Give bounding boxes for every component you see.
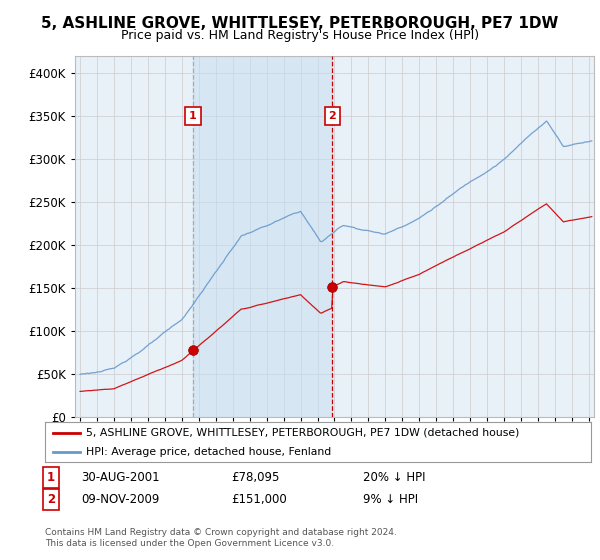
Text: Contains HM Land Registry data © Crown copyright and database right 2024.
This d: Contains HM Land Registry data © Crown c… [45,528,397,548]
Text: 1: 1 [47,471,55,484]
Text: HPI: Average price, detached house, Fenland: HPI: Average price, detached house, Fenl… [86,447,331,457]
Text: £78,095: £78,095 [231,471,280,484]
Text: 20% ↓ HPI: 20% ↓ HPI [363,471,425,484]
Text: 2: 2 [47,493,55,506]
Bar [193,56,332,417]
Text: 5, ASHLINE GROVE, WHITTLESEY, PETERBOROUGH, PE7 1DW (detached house): 5, ASHLINE GROVE, WHITTLESEY, PETERBOROU… [86,428,520,437]
Text: 1: 1 [189,111,197,121]
Text: 09-NOV-2009: 09-NOV-2009 [81,493,160,506]
Text: 2: 2 [328,111,336,121]
Text: 9% ↓ HPI: 9% ↓ HPI [363,493,418,506]
Text: 5, ASHLINE GROVE, WHITTLESEY, PETERBOROUGH, PE7 1DW: 5, ASHLINE GROVE, WHITTLESEY, PETERBOROU… [41,16,559,31]
Text: Price paid vs. HM Land Registry's House Price Index (HPI): Price paid vs. HM Land Registry's House … [121,29,479,42]
Text: 30-AUG-2001: 30-AUG-2001 [81,471,160,484]
Text: £151,000: £151,000 [231,493,287,506]
